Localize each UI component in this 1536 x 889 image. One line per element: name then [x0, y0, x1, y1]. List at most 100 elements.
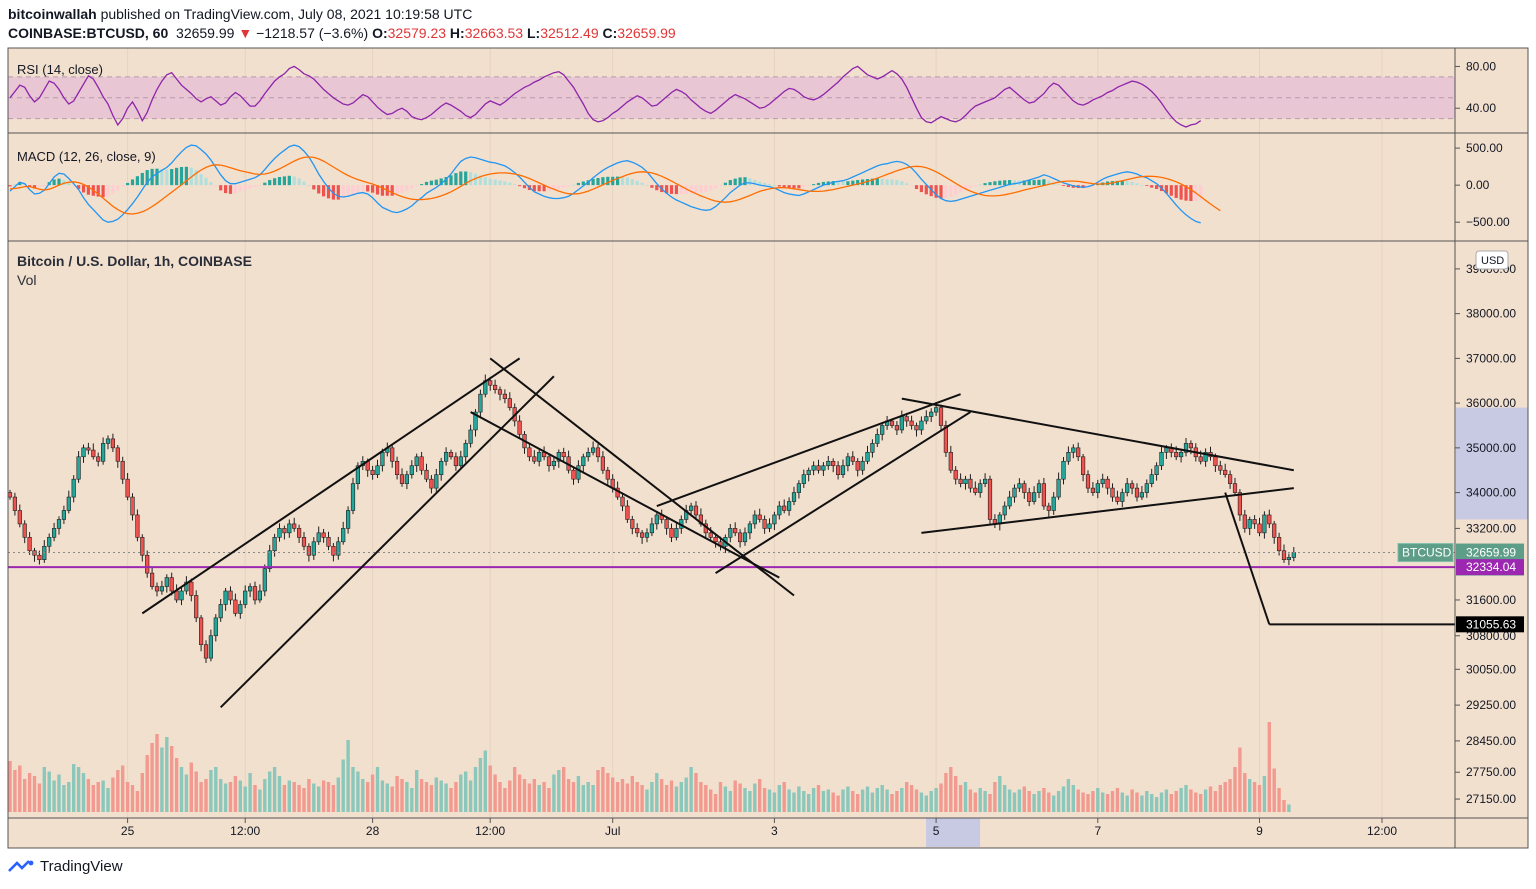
- macd-histogram-bar: [851, 180, 855, 186]
- macd-histogram-bar: [601, 177, 605, 186]
- macd-histogram-bar: [356, 185, 360, 193]
- candle-down: [1252, 519, 1257, 525]
- volume-bars: [8, 722, 1291, 812]
- volume-bar: [1115, 788, 1120, 812]
- macd-histogram-bar: [968, 185, 972, 188]
- candle-up: [747, 523, 752, 534]
- macd-histogram-bar: [1027, 180, 1031, 186]
- volume-bar: [625, 783, 630, 812]
- candle-down: [394, 460, 400, 475]
- macd-histogram-bar: [106, 185, 110, 197]
- macd-histogram-bar: [870, 178, 874, 186]
- macd-histogram-bar: [62, 180, 66, 186]
- candle-up: [478, 393, 483, 413]
- time-tick-label: 3: [771, 824, 778, 838]
- volume-bar: [1066, 779, 1071, 812]
- macd-histogram-bar: [890, 179, 894, 186]
- macd-histogram-bar: [52, 179, 56, 186]
- candle-up: [439, 460, 444, 475]
- macd-histogram-bar: [165, 169, 169, 186]
- candle-up: [576, 465, 581, 480]
- macd-histogram-bar: [37, 185, 41, 188]
- macd-histogram-bar: [263, 182, 267, 186]
- macd-histogram-bar: [400, 185, 404, 194]
- macd-histogram-bar: [1174, 185, 1178, 198]
- candle-up: [590, 447, 596, 453]
- macd-histogram-bar: [126, 182, 130, 186]
- candle-down: [390, 447, 395, 462]
- macd-histogram-bar: [214, 185, 218, 187]
- volume-bar: [248, 773, 252, 812]
- candle-down: [502, 393, 508, 399]
- volume-bar: [723, 786, 728, 812]
- macd-histogram-bar: [361, 185, 365, 192]
- volume-bar: [62, 785, 66, 812]
- footer-brand[interactable]: TradingView: [8, 858, 123, 875]
- volume-bar: [1120, 792, 1124, 812]
- volume-bar: [978, 788, 982, 812]
- volume-bar: [777, 785, 781, 812]
- candle-up: [1012, 487, 1017, 498]
- currency-button[interactable]: [1475, 250, 1509, 270]
- candle-up: [1071, 447, 1076, 453]
- macd-histogram-bar: [522, 185, 527, 189]
- candle-down: [1277, 537, 1282, 552]
- axis-highlight-range: [1456, 407, 1528, 520]
- macd-histogram-bar: [312, 185, 316, 190]
- candle-down: [326, 537, 331, 547]
- macd-histogram-bar: [184, 166, 188, 186]
- volume-bar: [385, 783, 389, 812]
- macd-histogram-bar: [390, 185, 394, 196]
- candle-up: [811, 465, 816, 471]
- candle-up: [899, 416, 904, 431]
- volume-bar: [552, 774, 556, 812]
- time-tick-label: 25: [121, 824, 135, 838]
- candle-up: [1007, 496, 1012, 507]
- volume-bar: [704, 785, 708, 812]
- macd-histogram-bar: [434, 179, 438, 186]
- candle-down: [733, 528, 738, 534]
- macd-histogram-bar: [67, 183, 71, 186]
- candle-up: [350, 483, 356, 511]
- macd-histogram-bar: [170, 169, 174, 186]
- macd-histogram-bar: [375, 185, 380, 195]
- target-price-tag: [1456, 616, 1524, 633]
- volume-bar: [351, 767, 355, 812]
- volume-bar: [449, 788, 453, 812]
- author-name[interactable]: bitcoinwallah: [8, 6, 97, 22]
- macd-histogram-bar: [802, 185, 806, 188]
- volume-bar: [1140, 795, 1144, 812]
- macd-histogram-bar: [640, 182, 644, 186]
- volume-bar: [160, 747, 164, 812]
- candle-down: [968, 478, 973, 489]
- volume-bar: [816, 785, 821, 812]
- macd-histogram-bar: [140, 172, 144, 186]
- rsi-title: RSI (14, close): [17, 62, 103, 77]
- volume-bar: [410, 788, 414, 812]
- macd-histogram-bar: [650, 185, 654, 188]
- macd-histogram-bar: [336, 185, 340, 200]
- macd-histogram-bar: [42, 185, 46, 186]
- volume-bar: [880, 785, 884, 812]
- macd-histogram-bar: [366, 185, 370, 192]
- candle-up: [865, 452, 870, 462]
- candle-down: [145, 554, 150, 574]
- macd-histogram-bar: [949, 185, 953, 197]
- macd-histogram-bar: [307, 185, 311, 186]
- volume-bar: [615, 782, 620, 812]
- volume-bar: [963, 782, 968, 812]
- candle-up: [81, 447, 86, 458]
- candle-up: [468, 429, 473, 444]
- candle-down: [600, 456, 605, 471]
- candle-down: [1257, 523, 1262, 534]
- macd-histogram-bar: [645, 184, 649, 186]
- macd-histogram-bar: [988, 182, 992, 186]
- volume-bar: [758, 779, 762, 812]
- candle-down: [1272, 523, 1277, 538]
- rsi-tick-label: 40.00: [1466, 101, 1496, 115]
- macd-histogram-bar: [415, 185, 419, 187]
- macd-histogram-bar: [983, 183, 987, 186]
- trendline: [219, 375, 555, 709]
- candle-up: [1051, 496, 1056, 511]
- volume-bar: [1262, 776, 1267, 812]
